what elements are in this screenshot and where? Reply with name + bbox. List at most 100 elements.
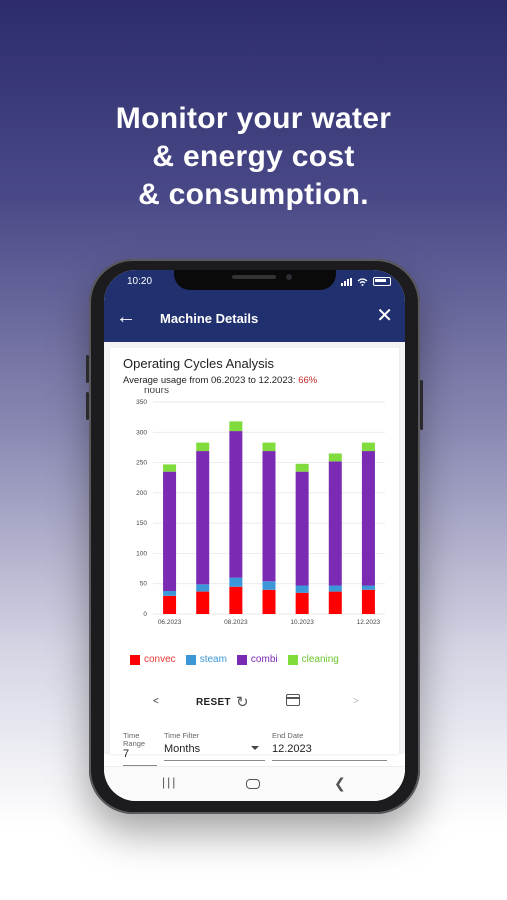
x-tick-label: 06.2023 (158, 619, 182, 626)
subtitle-text: Average usage from 06.2023 to 12.2023: (123, 375, 299, 386)
x-tick-label: 08.2023 (224, 619, 248, 626)
period-navigation: < RESET ↻ > (110, 692, 399, 716)
bar-segment-convec (229, 586, 243, 614)
bar-segment-combi (163, 471, 177, 591)
headline-line-2: & energy cost (152, 140, 355, 173)
time-filter-value: Months (164, 743, 201, 755)
legend-label: combi (250, 654, 278, 665)
system-nav-bar: ||| ❮ (104, 766, 405, 801)
camera-icon (286, 274, 292, 280)
legend-swatch (287, 654, 298, 665)
phone-screen: 10:20 ← Machine Details ✕ Operating Cycl… (104, 270, 405, 801)
time-filter-underline (164, 760, 265, 761)
power-button (420, 380, 423, 430)
bar-segment-convec (196, 591, 210, 614)
end-date-field[interactable]: End Date 12.2023 (272, 731, 387, 761)
end-date-underline (272, 760, 387, 761)
bar-segment-steam (229, 577, 243, 587)
bar-segment-steam (295, 585, 309, 593)
legend-item-combi[interactable]: combi (236, 654, 278, 665)
bar-segment-cleaning (229, 421, 243, 432)
recent-apps-button[interactable]: ||| (162, 775, 178, 789)
wifi-icon (357, 277, 368, 286)
app-bar: ← Machine Details ✕ (104, 298, 405, 342)
reset-button[interactable]: RESET (196, 697, 231, 708)
bar-segment-combi (196, 451, 210, 585)
bar-segment-cleaning (328, 453, 342, 462)
y-tick-label: 100 (136, 550, 147, 557)
speaker-icon (232, 275, 276, 279)
bar-segment-combi (229, 431, 243, 578)
legend-swatch (185, 654, 196, 665)
y-axis-label: hours (144, 388, 169, 396)
battery-icon (373, 277, 391, 286)
legend-label: steam (199, 654, 227, 665)
calendar-icon[interactable] (286, 694, 300, 706)
status-time: 10:20 (127, 276, 153, 287)
y-tick-label: 200 (136, 490, 147, 497)
bar-segment-convec (295, 592, 309, 614)
page-title: Machine Details (160, 311, 259, 326)
y-tick-label: 150 (136, 520, 147, 527)
legend-item-cleaning[interactable]: cleaning (287, 654, 339, 665)
volume-down-button (86, 392, 89, 420)
y-tick-label: 50 (140, 581, 148, 588)
bar-segment-convec (361, 589, 375, 614)
stacked-bar-chart: hours 0 50 100 150 200 250 300 350 06.2023 08.2023… (136, 388, 385, 626)
bar-segment-combi (328, 461, 342, 586)
end-date-value: 12.2023 (272, 743, 312, 755)
y-tick-label: 300 (136, 429, 147, 436)
bar-segment-convec (328, 591, 342, 614)
legend-label: convec (144, 654, 176, 665)
chart-title: Operating Cycles Analysis (123, 356, 275, 371)
time-range-underline (123, 765, 157, 766)
back-button[interactable]: ← (116, 306, 136, 328)
close-button[interactable]: ✕ (376, 305, 393, 327)
time-range-value: 7 (123, 748, 130, 760)
bar-segment-cleaning (196, 442, 210, 452)
bar-segment-cleaning (295, 463, 309, 472)
bar-segment-combi (361, 451, 375, 586)
next-button[interactable]: > (353, 696, 359, 707)
bar-segment-steam (361, 585, 375, 590)
legend-item-steam[interactable]: steam (185, 654, 227, 665)
content-area: Operating Cycles Analysis Average usage … (104, 342, 405, 766)
bar-segment-convec (262, 589, 276, 614)
status-icons (341, 277, 391, 286)
analysis-card: Operating Cycles Analysis Average usage … (110, 348, 399, 766)
legend-item-convec[interactable]: convec (130, 654, 176, 665)
bar-segment-cleaning (262, 442, 276, 452)
y-tick-label: 0 (143, 611, 147, 618)
notch (174, 270, 336, 290)
headline-line-1: Monitor your water (115, 102, 392, 135)
legend-swatch (130, 654, 140, 665)
previous-button[interactable]: < (153, 696, 159, 707)
chart-legend: convec steam combi cleaning (130, 654, 339, 665)
usage-percent: 66% (298, 375, 318, 386)
time-range-field[interactable]: Time Range 7 (123, 731, 157, 766)
history-icon[interactable]: ↻ (236, 694, 249, 711)
bar-segment-steam (262, 581, 276, 590)
time-filter-select[interactable]: Time Filter Months (164, 731, 265, 761)
status-bar: 10:20 (104, 270, 405, 298)
headline: Monitor your water & energy cost & consu… (0, 100, 507, 214)
time-range-label: Time Range (123, 731, 146, 748)
bar-segment-steam (328, 585, 342, 592)
bar-segment-cleaning (361, 442, 375, 452)
bar-segment-convec (163, 595, 177, 614)
bar-segment-combi (262, 451, 276, 582)
home-button[interactable] (246, 779, 260, 789)
bar-segment-steam (163, 590, 177, 596)
y-tick-label: 350 (136, 399, 147, 406)
end-date-label: End Date (272, 731, 304, 740)
chevron-down-icon (251, 746, 259, 750)
legend-label: cleaning (301, 654, 339, 665)
headline-line-3: & consumption. (138, 178, 369, 211)
bar-segment-cleaning (163, 464, 177, 472)
bar-segment-steam (196, 584, 210, 592)
x-tick-label: 12.2023 (357, 619, 381, 626)
time-filter-label: Time Filter (164, 731, 200, 740)
back-nav-button[interactable]: ❮ (334, 775, 346, 791)
signal-icon (341, 277, 352, 286)
y-tick-label: 250 (136, 460, 147, 467)
